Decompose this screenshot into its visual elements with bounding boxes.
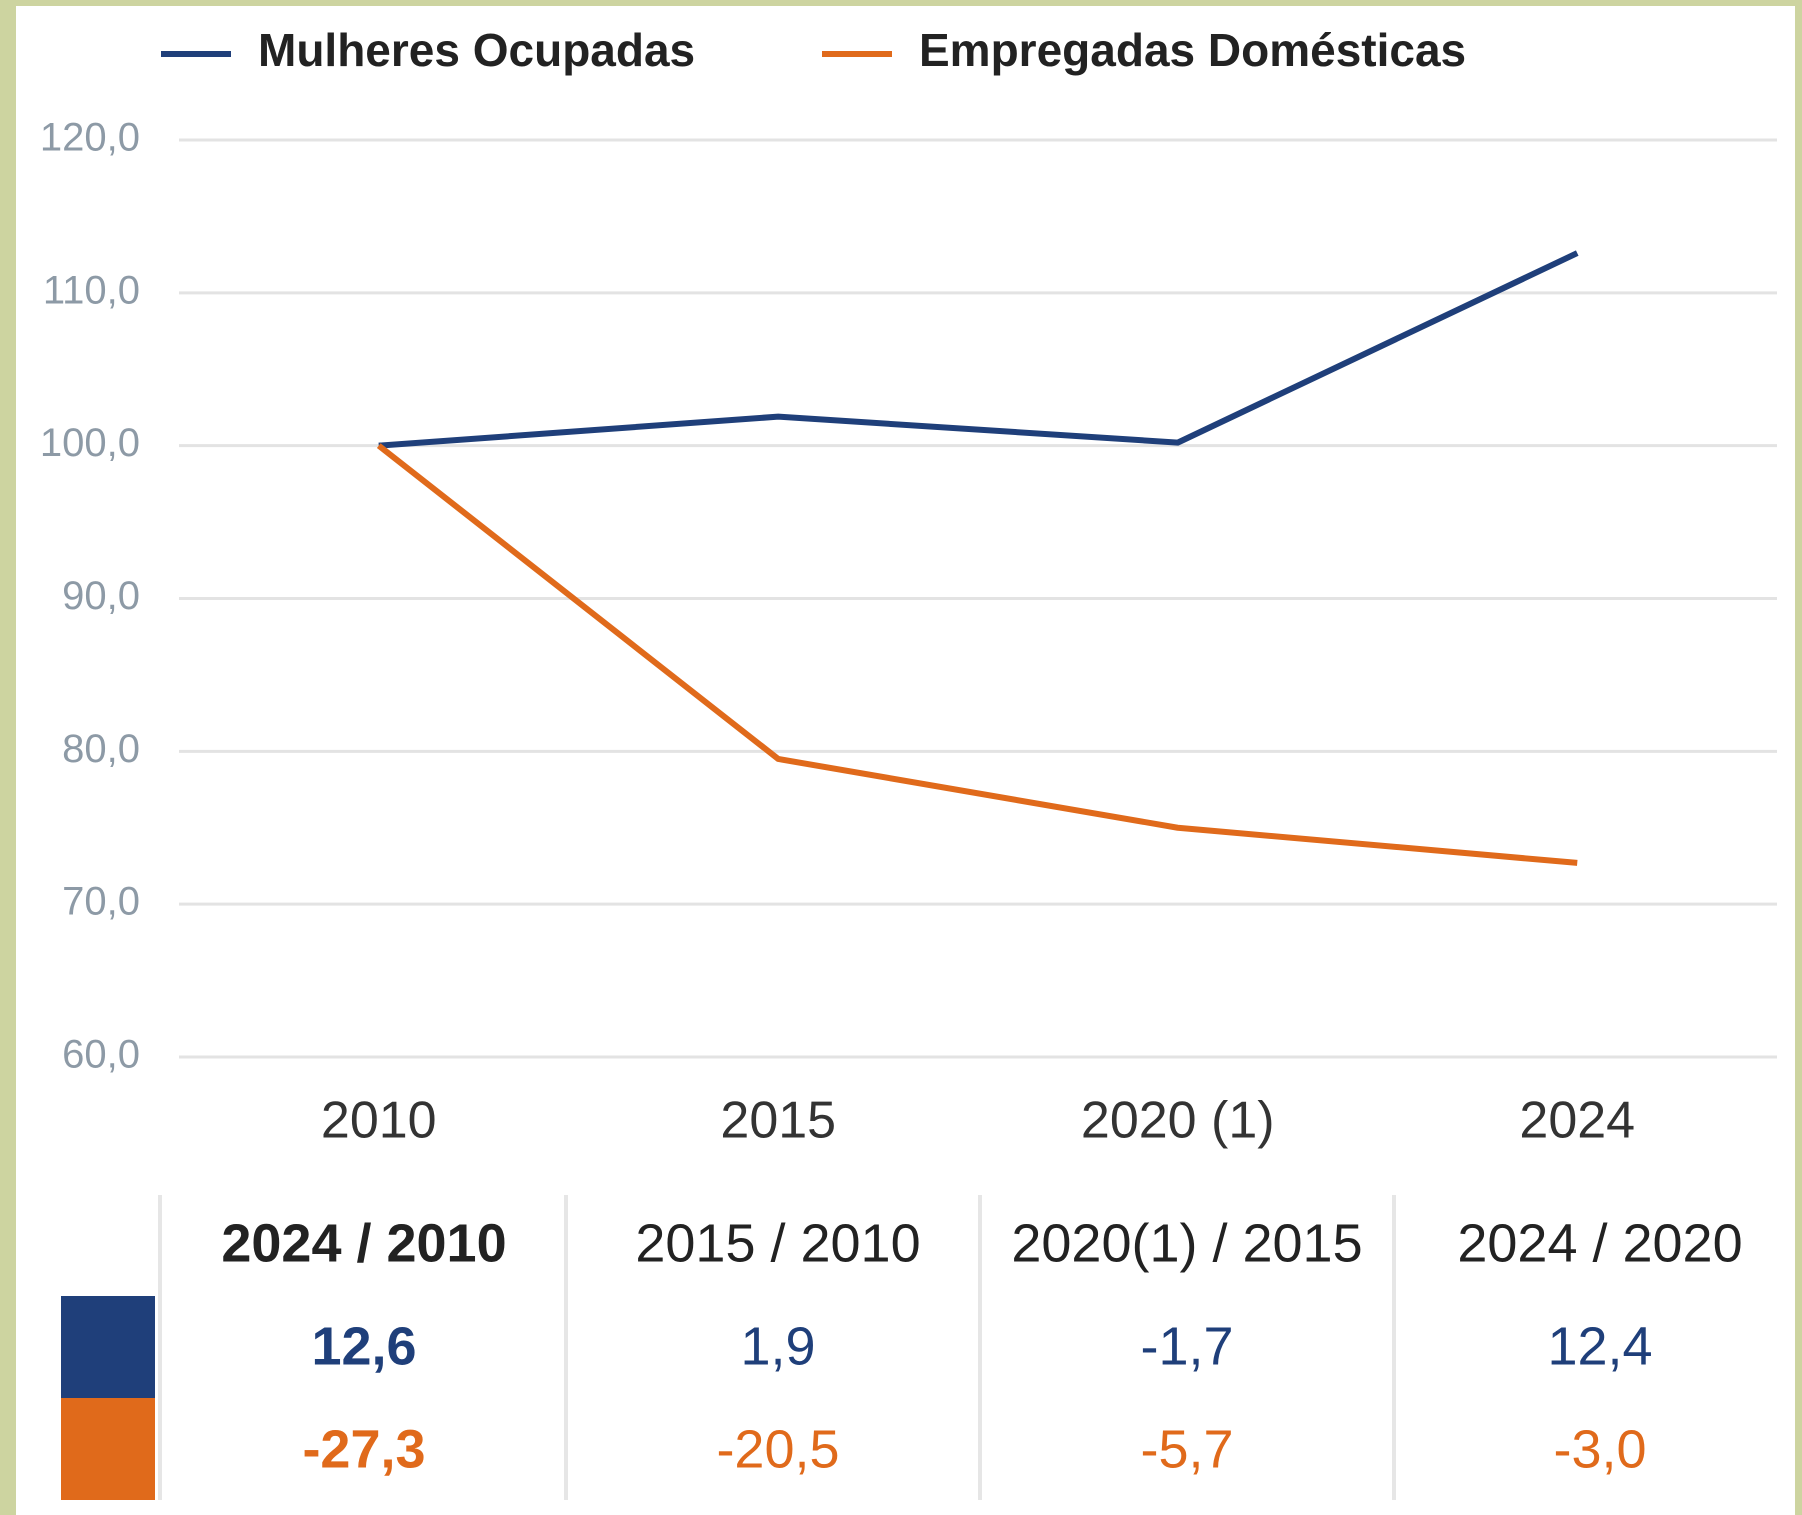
row-swatch — [61, 1398, 155, 1500]
y-tick-label: 60,0 — [62, 1033, 140, 1077]
table-cell: -1,7 — [1140, 1316, 1233, 1376]
table-header: 2024 / 2020 — [1457, 1213, 1742, 1273]
y-tick-label: 100,0 — [40, 421, 140, 465]
table-cell: 12,4 — [1547, 1316, 1652, 1376]
legend-label: Mulheres Ocupadas — [258, 24, 695, 76]
table-header: 2024 / 2010 — [221, 1213, 506, 1273]
x-tick-label: 2010 — [321, 1092, 437, 1150]
table-cell: -27,3 — [302, 1419, 425, 1479]
table-cell: -20,5 — [716, 1419, 839, 1479]
y-tick-label: 120,0 — [40, 116, 140, 160]
x-tick-label: 2024 — [1519, 1092, 1635, 1150]
y-tick-label: 80,0 — [62, 727, 140, 771]
frame-top — [0, 0, 1802, 6]
x-tick-label: 2015 — [720, 1092, 836, 1150]
y-tick-label: 110,0 — [43, 268, 140, 312]
line — [378, 250, 1579, 449]
line — [376, 443, 1578, 866]
table-cell: 12,6 — [311, 1316, 416, 1376]
x-tick-label: 2020 (1) — [1081, 1092, 1275, 1150]
frame-left — [0, 0, 16, 1515]
table-cell: -5,7 — [1140, 1419, 1233, 1479]
y-tick-label: 90,0 — [62, 574, 140, 618]
table-header: 2020(1) / 2015 — [1011, 1213, 1362, 1273]
table-cell: 1,9 — [740, 1316, 815, 1376]
y-tick-label: 70,0 — [62, 880, 140, 924]
frame-right — [1795, 0, 1802, 1515]
row-swatch — [61, 1296, 155, 1398]
legend-label: Empregadas Domésticas — [919, 24, 1466, 76]
table-header: 2015 / 2010 — [635, 1213, 920, 1273]
table-cell: -3,0 — [1553, 1419, 1646, 1479]
